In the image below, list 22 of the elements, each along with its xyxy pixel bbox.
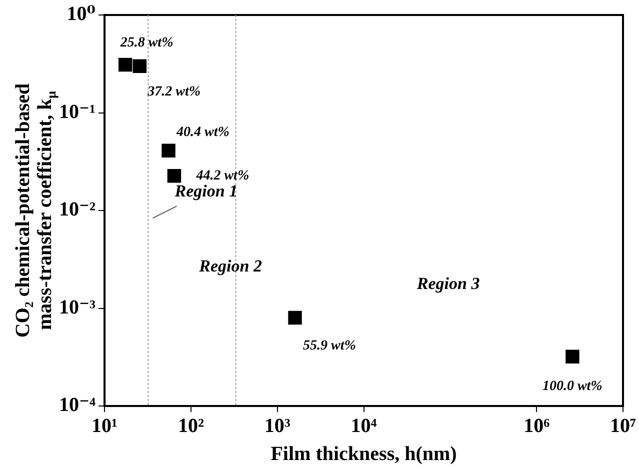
- y-tick-label: 10⁻²: [58, 198, 96, 221]
- x-tick-label: 10²: [178, 415, 204, 438]
- annotation: Region 1: [174, 182, 238, 201]
- annotation: 37.2 wt%: [146, 84, 201, 100]
- annotation: Region 3: [416, 274, 480, 294]
- x-tick-label: 10³: [264, 415, 290, 438]
- x-tick-label: 10⁷: [610, 415, 636, 438]
- annotation: Region 2: [198, 256, 262, 276]
- y-tick-label: 10⁰: [66, 3, 96, 26]
- x-axis-title: Film thickness, h(nm): [270, 443, 457, 466]
- annotation: 100.0 wt%: [542, 379, 602, 394]
- y-tick-label: 10⁻⁴: [58, 394, 96, 416]
- y-tick-label: 10⁻¹: [58, 100, 96, 123]
- annotation: 40.4 wt%: [176, 125, 230, 140]
- x-tick-label: 10⁴: [350, 415, 377, 438]
- x-tick-label: 10⁶: [524, 415, 550, 438]
- annotation: 44.2 wt%: [195, 168, 250, 184]
- y-axis-title: CO₂ chemical-potential-based mass-transfer coefficient, kμ: [12, 83, 58, 338]
- x-tick-label: 10¹: [92, 415, 118, 438]
- annotation: 25.8 wt%: [119, 35, 174, 50]
- annotation: 55.9 wt%: [303, 338, 356, 354]
- y-tick-label: 10⁻³: [58, 296, 96, 318]
